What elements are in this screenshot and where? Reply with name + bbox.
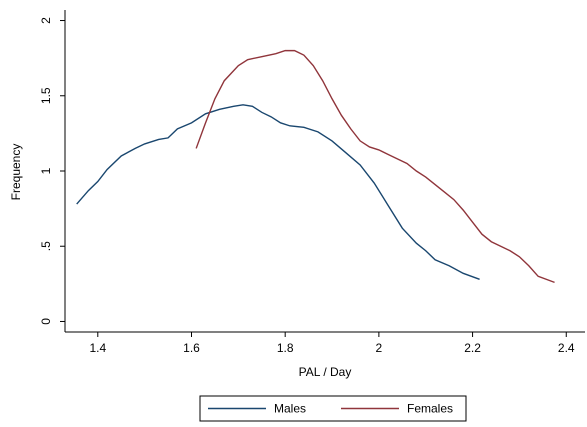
y-tick-label: 1 (39, 167, 53, 174)
x-tick-label: 1.4 (89, 341, 106, 355)
x-axis-title: PAL / Day (299, 365, 352, 379)
x-tick-label: 2.2 (464, 341, 481, 355)
x-tick-label: 2.4 (558, 341, 575, 355)
y-axis-title: Frequency (9, 144, 23, 201)
legend-label: Females (407, 402, 453, 416)
x-tick-label: 1.8 (277, 341, 294, 355)
legend-label: Males (274, 402, 306, 416)
x-tick-label: 1.6 (183, 341, 200, 355)
series-line (195, 49, 555, 284)
y-tick-label: 2 (39, 17, 53, 24)
x-tick-label: 2 (376, 341, 383, 355)
y-tick-label: .5 (39, 241, 53, 251)
series-line (76, 104, 480, 280)
y-tick-label: 0 (39, 318, 53, 325)
y-tick-label: 1.5 (39, 87, 53, 104)
